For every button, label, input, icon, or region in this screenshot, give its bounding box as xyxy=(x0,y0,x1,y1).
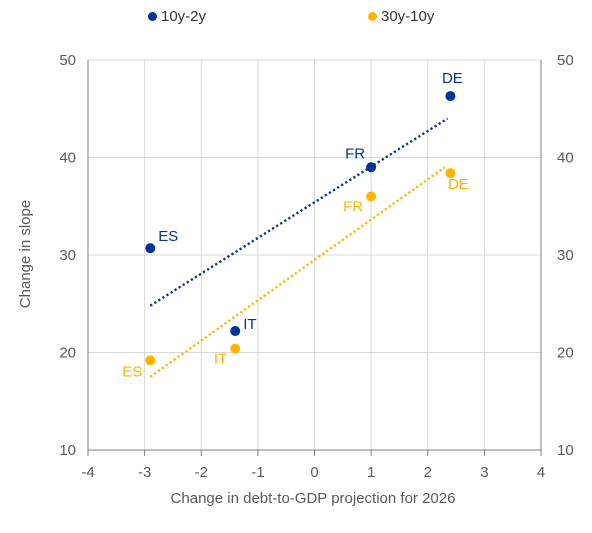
x-tick-label: -1 xyxy=(251,464,264,481)
trendline-series-1 xyxy=(149,117,449,307)
data-point-fr-series-2 xyxy=(366,191,377,202)
point-label-it-series-2: IT xyxy=(214,351,227,368)
legend: 10y-2y 30y-10y xyxy=(0,8,592,28)
data-points xyxy=(145,91,456,366)
y-tick-label-left: 30 xyxy=(59,247,76,264)
x-tick-label: -4 xyxy=(81,464,94,481)
x-tick-label: 0 xyxy=(310,464,318,481)
y-tick-label-right: 50 xyxy=(557,52,574,69)
legend-item-series-2: 30y-10y xyxy=(368,8,434,25)
data-point-it-series-2 xyxy=(230,343,241,354)
y-tick-label-left: 10 xyxy=(59,442,76,459)
point-label-es-series-1: ES xyxy=(158,228,178,245)
legend-item-series-1: 10y-2y xyxy=(148,8,206,25)
x-tick-label: 1 xyxy=(367,464,375,481)
y-tick-label-left: 50 xyxy=(59,52,76,69)
y-tick-label-right: 40 xyxy=(557,150,574,167)
data-point-es-series-2 xyxy=(145,355,156,366)
y-tick-label-right: 20 xyxy=(557,345,574,362)
x-axis-title: Change in debt-to-GDP projection for 202… xyxy=(171,490,456,507)
legend-label-series-1: 10y-2y xyxy=(161,8,207,25)
y-tick-label-right: 30 xyxy=(557,247,574,264)
point-label-de-series-2: DE xyxy=(448,176,469,193)
legend-label-series-2: 30y-10y xyxy=(381,8,435,25)
axes: -4 -3 -2 -1 0 1 2 3 4 10 10 20 20 30 30 40 40 50 50 xyxy=(59,52,573,481)
x-tick-label: 2 xyxy=(424,464,432,481)
x-tick-label: -3 xyxy=(138,464,151,481)
y-axis-title: Change in slope xyxy=(17,200,34,308)
x-tick-label: -2 xyxy=(195,464,208,481)
data-point-de-series-1 xyxy=(445,91,456,102)
data-point-es-series-1 xyxy=(145,243,156,254)
y-tick-label-right: 10 xyxy=(557,442,574,459)
y-tick-label-left: 20 xyxy=(59,345,76,362)
point-label-es-series-2: ES xyxy=(122,363,142,380)
point-label-it-series-1: IT xyxy=(243,316,256,333)
x-tick-label: 3 xyxy=(480,464,488,481)
point-label-fr-series-1: FR xyxy=(345,145,365,162)
gridlines xyxy=(87,59,542,451)
legend-marker-series-1 xyxy=(148,12,157,21)
data-point-it-series-1 xyxy=(230,326,241,337)
point-labels: ES IT FR DE ES IT FR DE xyxy=(122,70,469,380)
trendline-series-2 xyxy=(149,166,446,378)
point-label-fr-series-2: FR xyxy=(343,199,363,216)
data-point-fr-series-1 xyxy=(366,162,377,173)
trendlines xyxy=(149,117,449,378)
data-point-de-series-2 xyxy=(445,168,456,179)
legend-marker-series-2 xyxy=(368,12,377,21)
y-tick-label-left: 40 xyxy=(59,150,76,167)
x-tick-label: 4 xyxy=(537,464,545,481)
point-label-de-series-1: DE xyxy=(442,70,463,87)
